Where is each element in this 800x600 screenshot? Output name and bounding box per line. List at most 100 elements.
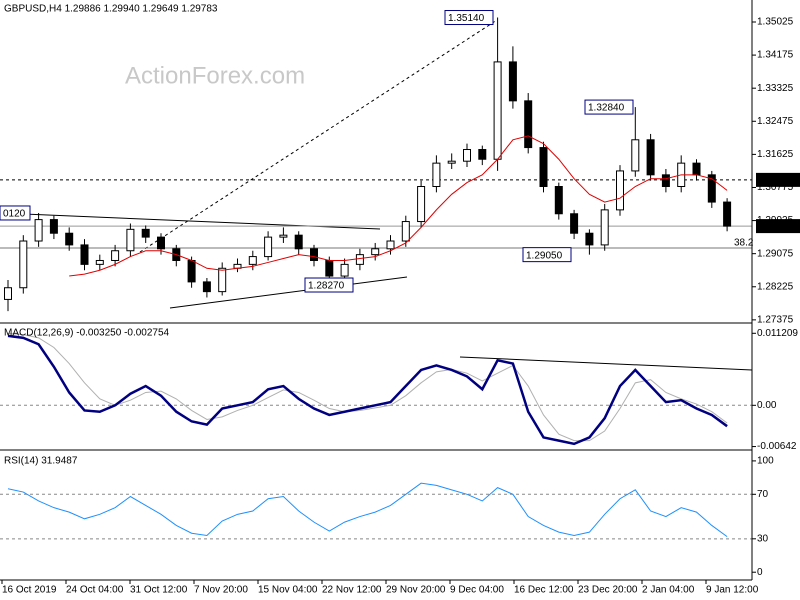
candle-body xyxy=(600,209,609,246)
candle-body xyxy=(646,139,655,176)
y-tick-label: 1.29075 xyxy=(757,248,794,259)
x-tick-label: 2 Jan 04:00 xyxy=(642,585,695,596)
trend-line xyxy=(169,276,408,309)
candle-body xyxy=(570,213,579,234)
y-tick-label: 0 xyxy=(757,567,763,578)
fib-line xyxy=(139,19,498,253)
candle-body xyxy=(539,147,548,188)
candle-body xyxy=(432,162,441,188)
candle-body xyxy=(65,232,74,246)
candle-body xyxy=(524,100,533,149)
candle-body xyxy=(141,228,150,238)
rsi-title: RSI(14) 31.9487 xyxy=(4,456,78,467)
candle-body xyxy=(478,149,487,160)
candle-body xyxy=(111,250,120,261)
x-tick-label: 22 Nov 12:00 xyxy=(322,585,382,596)
candle-body xyxy=(202,281,211,293)
candle-body xyxy=(554,186,563,215)
price-box xyxy=(756,219,800,234)
candle-body xyxy=(508,61,517,102)
x-tick-label: 16 Oct 2019 xyxy=(2,585,57,596)
price-box-label: 1.30970 xyxy=(758,176,795,187)
series-line xyxy=(69,135,728,277)
y-tick-label: 70 xyxy=(757,489,769,500)
candle-body xyxy=(463,149,471,162)
annotation-box xyxy=(584,99,634,115)
trend-line xyxy=(459,356,753,371)
x-tick-label: 29 Nov 20:00 xyxy=(386,585,446,596)
y-tick-label: 1.27375 xyxy=(757,314,794,325)
annotation-box xyxy=(522,247,572,263)
x-tick-label: 24 Oct 04:00 xyxy=(66,585,124,596)
annotation-label: 1.35140 xyxy=(448,13,485,24)
candle-body xyxy=(49,219,58,234)
y-tick-label: 1.34175 xyxy=(757,50,794,61)
candle-body xyxy=(80,244,89,265)
annotation-label: 1.32840 xyxy=(588,103,625,114)
candle-body xyxy=(386,240,395,250)
candle-body xyxy=(126,228,135,252)
candle-body xyxy=(493,61,502,160)
y-tick-label: 1.32475 xyxy=(757,116,794,127)
y-tick-label: 1.35025 xyxy=(757,17,794,28)
candle-body xyxy=(447,160,456,164)
x-tick-label: 7 Nov 20:00 xyxy=(194,585,248,596)
annotation-box xyxy=(304,277,354,293)
candle-body xyxy=(4,287,12,300)
chart-title: GBPUSD,H4 1.29886 1.29940 1.29649 1.2978… xyxy=(4,4,218,15)
candle-body xyxy=(661,174,670,188)
y-tick-label: 30 xyxy=(757,533,769,544)
candle-body xyxy=(616,170,624,211)
candle-body xyxy=(355,254,364,265)
series-line xyxy=(7,482,728,538)
candle-body xyxy=(248,256,257,265)
candle-body xyxy=(371,248,380,256)
x-tick-label: 9 Jan 12:00 xyxy=(706,585,759,596)
candle-body xyxy=(187,259,196,283)
candle-body xyxy=(264,236,273,258)
candle-body xyxy=(631,139,640,172)
candle-body xyxy=(340,263,349,277)
candle-body xyxy=(401,221,410,242)
candle-body xyxy=(19,240,28,289)
candle-body xyxy=(325,259,334,277)
annotation-box xyxy=(444,10,494,26)
y-tick-label: 100 xyxy=(757,456,774,467)
annotation-label: 1.29050 xyxy=(526,250,563,261)
candle-body xyxy=(157,236,165,250)
series-line xyxy=(7,334,728,446)
candle-body xyxy=(95,259,104,265)
annotation-label: 0120 xyxy=(3,209,26,220)
y-tick-label: 0.011209 xyxy=(757,328,798,339)
candle-body xyxy=(279,234,288,238)
x-tick-label: 31 Oct 12:00 xyxy=(130,585,188,596)
y-tick-label: 1.33325 xyxy=(757,83,794,94)
annotation-box xyxy=(0,205,31,221)
candle-body xyxy=(723,201,732,227)
fib-label: 38.2 xyxy=(734,238,754,249)
x-tick-label: 23 Dec 20:00 xyxy=(578,585,638,596)
candle-body xyxy=(310,248,318,261)
macd-title: MACD(12,26,9) -0.003250 -0.002754 xyxy=(4,328,170,339)
annotation-label: 1.28270 xyxy=(308,281,345,292)
x-tick-label: 15 Nov 04:00 xyxy=(258,585,318,596)
candle-body xyxy=(692,162,701,176)
candle-body xyxy=(34,219,43,242)
y-tick-label: -0.00642 xyxy=(757,441,797,452)
price-box-label: 1.29783 xyxy=(758,222,795,233)
x-tick-label: 9 Dec 04:00 xyxy=(450,585,504,596)
y-tick-label: 1.30775 xyxy=(757,182,794,193)
y-tick-label: 1.31625 xyxy=(757,149,794,160)
series-line xyxy=(7,332,728,442)
candle-body xyxy=(294,234,303,250)
x-tick-label: 16 Dec 12:00 xyxy=(514,585,574,596)
y-tick-label: 0.00 xyxy=(757,400,777,411)
candle-body xyxy=(417,186,426,223)
candle-body xyxy=(707,174,716,203)
price-box xyxy=(756,172,800,187)
y-tick-label: 1.28225 xyxy=(757,281,794,292)
watermark: ActionForex.com xyxy=(125,62,305,89)
candle-body xyxy=(218,267,227,293)
